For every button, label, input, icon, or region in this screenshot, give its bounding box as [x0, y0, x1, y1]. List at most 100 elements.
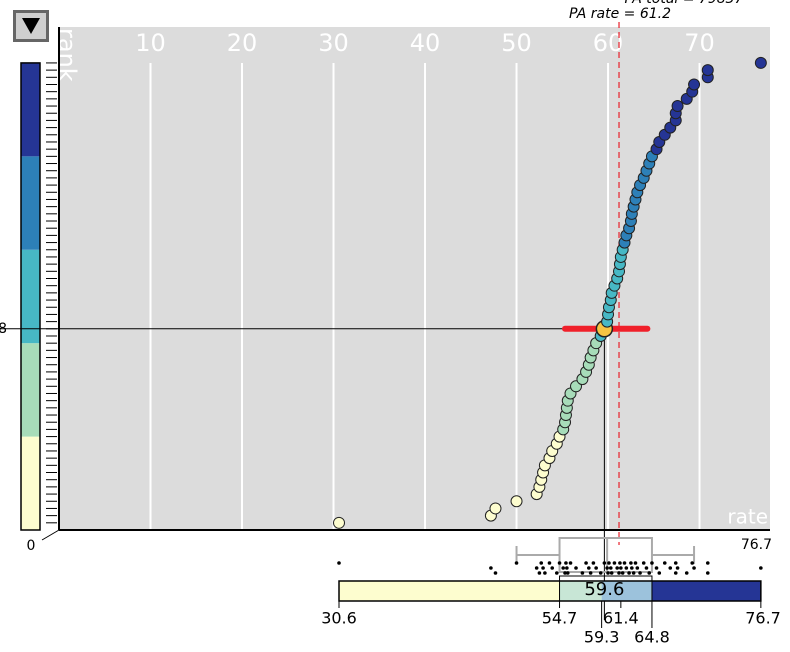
strip-dot: [608, 566, 613, 570]
point: [671, 100, 684, 113]
x-tick-label: 20: [227, 29, 258, 57]
range-segment: [601, 581, 652, 601]
strip-dot: [638, 571, 642, 575]
strip-dot: [654, 566, 659, 570]
strip-dot: [644, 566, 649, 570]
reference-label: PA rate = 61.2: [569, 6, 671, 22]
x-tick-label: 40: [410, 29, 441, 57]
color-band: [21, 249, 40, 344]
strip-dot: [631, 571, 636, 575]
strip-dot: [594, 566, 598, 570]
strip-dot: [662, 561, 667, 565]
strip-dot: [547, 561, 552, 565]
strip-dot: [647, 571, 652, 575]
range-bar-frame: [338, 580, 762, 602]
x-tick-label: 70: [684, 29, 715, 57]
strip-dot: [557, 561, 562, 565]
strip-dot: [588, 571, 593, 575]
strip-dot: [684, 571, 689, 575]
point: [688, 78, 701, 91]
highlight-box: [559, 575, 653, 602]
strip-dot: [635, 566, 640, 570]
rank-label: 28: [0, 321, 7, 337]
point: [510, 495, 523, 508]
strip-dot: [574, 566, 578, 570]
strip-dot: [668, 566, 673, 570]
strip-dot: [641, 561, 646, 565]
highlight-value: 59.6: [584, 579, 624, 600]
strip-dot: [675, 566, 680, 570]
strip-dot: [617, 571, 621, 575]
strip-dot: [692, 566, 696, 570]
strip-dot: [627, 571, 631, 575]
strip-dot: [564, 561, 568, 565]
x-tick-label: 30: [318, 29, 349, 57]
button-arrow[interactable]: [22, 18, 40, 34]
x-axis-label: rate: [727, 505, 768, 529]
strip-dot: [561, 566, 565, 570]
point: [489, 502, 502, 515]
range-tick-label: 61.4: [603, 609, 639, 628]
color-bar-frame: [20, 62, 41, 531]
point: [754, 56, 767, 69]
strip-dot: [619, 566, 623, 570]
range-segment: [339, 581, 560, 601]
strip-dot: [630, 566, 634, 570]
strip-dot: [587, 566, 591, 570]
strip-dot: [337, 561, 341, 565]
x-max-label: 76.7: [741, 537, 772, 553]
strip-dot: [554, 571, 559, 575]
color-band: [21, 343, 40, 437]
strip-dot: [584, 561, 588, 565]
range-tick-label: 54.7: [542, 609, 578, 628]
strip-dot: [690, 561, 695, 565]
strip-dot: [568, 561, 573, 565]
strip-dot: [493, 571, 498, 575]
strip-dot: [620, 571, 625, 575]
strip-dot: [514, 561, 519, 565]
range-tick-label: 59.3: [584, 628, 620, 647]
strip-dot: [563, 571, 567, 575]
strip-dot: [606, 571, 610, 575]
strip-dot: [539, 561, 544, 565]
strip-dot: [605, 566, 609, 570]
x-tick-label: 50: [501, 29, 532, 57]
x-tick-label: 60: [593, 29, 624, 57]
strip-dot: [607, 561, 611, 565]
strip-dot: [612, 561, 617, 565]
range-segment: [651, 581, 761, 601]
strip-dot: [550, 566, 555, 570]
strip-dot: [537, 571, 542, 575]
range-tick-label: 64.8: [634, 628, 670, 647]
strip-dot: [615, 566, 619, 570]
strip-dot: [650, 561, 654, 565]
strip-dot: [602, 561, 607, 565]
strip-dot: [565, 566, 569, 570]
strip-dot: [591, 561, 596, 565]
strip-dot: [609, 571, 614, 575]
strip-dot: [705, 571, 710, 575]
point: [701, 64, 714, 77]
dropdown-button[interactable]: [13, 10, 49, 42]
strip-dot: [622, 561, 627, 565]
strip-dot: [629, 561, 633, 565]
point: [333, 516, 346, 529]
strip-dot: [565, 571, 570, 575]
x-tick-label: 10: [135, 29, 166, 57]
strip-dot: [598, 571, 603, 575]
total-label: PA total = 79837: [625, 0, 744, 7]
color-band: [21, 62, 40, 157]
strip-dot: [543, 571, 547, 575]
strip-dot: [534, 566, 539, 570]
strip-dot: [580, 571, 585, 575]
color-band: [21, 156, 40, 250]
color-band: [21, 436, 40, 530]
strip-dot: [624, 566, 629, 570]
strip-dot: [541, 566, 545, 570]
range-tick-label: 30.6: [321, 609, 357, 628]
strip-dot: [759, 566, 763, 570]
strip-dot: [633, 561, 638, 565]
strip-dot: [673, 571, 678, 575]
plot-area: [59, 27, 770, 530]
